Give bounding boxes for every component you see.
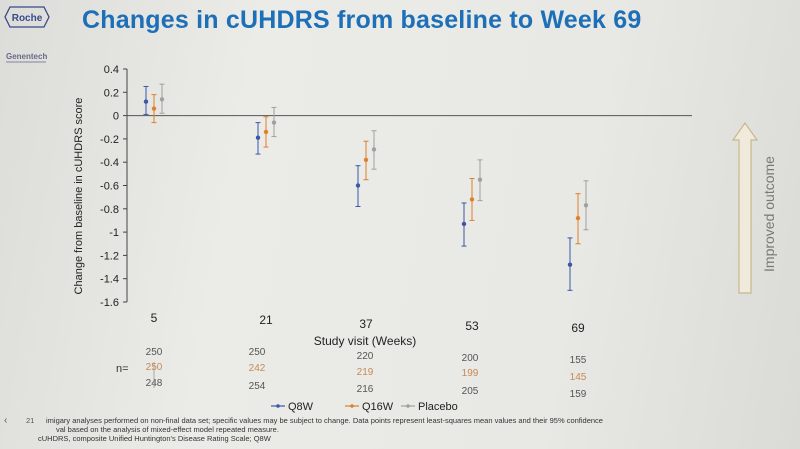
series-q8w <box>143 85 573 291</box>
y-tick-label: -0.2 <box>100 134 119 146</box>
data-point <box>255 135 261 140</box>
data-point <box>583 203 589 208</box>
x-tick-label: 21 <box>259 313 273 327</box>
n-value: 155 <box>570 355 587 366</box>
data-point <box>151 106 157 111</box>
footnote-line-2: val based on the analysis of mixed-effec… <box>4 425 794 434</box>
legend-label: Q16W <box>362 401 394 413</box>
legend-label: Q8W <box>288 401 314 413</box>
x-axis-tick-labels: 5 21 37 53 69 <box>151 311 585 335</box>
x-axis-label: Study visit (Weeks) <box>314 334 416 348</box>
data-point <box>567 262 573 267</box>
data-point <box>143 99 149 104</box>
footnote-line-1: ‹ 21 imigary analyses performed on non-fin… <box>4 415 794 426</box>
n-value: 200 <box>462 353 479 364</box>
genentech-tagline-mark <box>6 61 46 63</box>
genentech-logo: Genentech <box>6 52 48 61</box>
legend-marker <box>276 404 280 408</box>
footnote-text-1: imigary analyses performed on non-final … <box>46 416 603 425</box>
data-point <box>575 215 581 221</box>
x-tick-label: 53 <box>465 319 479 333</box>
series-placebo <box>159 83 589 231</box>
n-value: 250 <box>146 347 163 358</box>
x-tick-label: 37 <box>359 317 373 331</box>
data-point <box>469 197 475 202</box>
data-point <box>461 221 467 227</box>
n-label: n= <box>116 363 129 375</box>
legend: Q8W Q16W Placebo <box>271 401 458 413</box>
y-axis-label: Change from baseline in cUHDRS score <box>73 98 85 295</box>
data-point <box>263 129 269 135</box>
n-value: 199 <box>462 368 479 379</box>
y-tick-label: 0.4 <box>104 64 119 76</box>
footnote-line-3: cUHDRS, composite Unified Huntington's D… <box>4 434 794 443</box>
data-point <box>159 97 165 102</box>
data-point <box>371 147 377 152</box>
data-point <box>355 183 361 188</box>
data-point <box>363 157 369 163</box>
series-group <box>143 83 589 291</box>
n-value: 250 <box>249 347 266 358</box>
legend-marker <box>350 404 354 408</box>
y-tick-label: -1 <box>109 227 119 239</box>
footnote-text-3: cUHDRS, composite Unified Huntington's D… <box>38 434 271 443</box>
y-tick-label: -0.6 <box>100 181 119 193</box>
slide-title: Changes in cUHDRS from baseline to Week … <box>82 6 642 34</box>
data-point <box>271 120 277 125</box>
footnote: ‹ 21 imigary analyses performed on non-fin… <box>4 415 794 444</box>
data-point <box>477 177 483 182</box>
improved-outcome-arrow-icon <box>732 122 758 294</box>
n-value: 145 <box>570 372 587 383</box>
footnote-text-2: val based on the analysis of mixed-effec… <box>56 425 279 434</box>
n-value: 219 <box>357 367 374 378</box>
y-tick-label: -1.2 <box>100 250 119 262</box>
chevron-left-icon[interactable]: ‹ <box>4 415 8 426</box>
y-tick-label: -1.6 <box>100 297 119 309</box>
roche-logo-text: Roche <box>12 13 43 24</box>
legend-marker <box>406 404 410 408</box>
n-value: 254 <box>249 381 266 392</box>
n-value: 159 <box>570 389 587 400</box>
page-number: 21 <box>26 416 35 425</box>
y-tick-label: 0.2 <box>104 87 119 99</box>
y-axis: 0.4 0.2 0 -0.2 -0.4 -0.6 -0.8 -1 -1.2 -1.4 -1.6 <box>100 64 128 309</box>
y-tick-label: -0.4 <box>100 157 119 169</box>
n-value: 205 <box>462 386 479 397</box>
series-q16w <box>151 94 581 245</box>
n-value: 216 <box>357 384 374 395</box>
y-tick-label: -1.4 <box>100 274 119 286</box>
x-tick-label: 69 <box>571 321 585 335</box>
n-value: 242 <box>249 363 266 374</box>
n-value: 220 <box>357 351 374 362</box>
roche-logo: Roche <box>4 6 50 28</box>
legend-label: Placebo <box>418 401 458 413</box>
y-tick-label: -0.8 <box>100 204 119 216</box>
y-tick-label: 0 <box>113 111 119 123</box>
improved-outcome-label: Improved outcome <box>761 156 777 272</box>
x-tick-label: 5 <box>151 311 158 325</box>
